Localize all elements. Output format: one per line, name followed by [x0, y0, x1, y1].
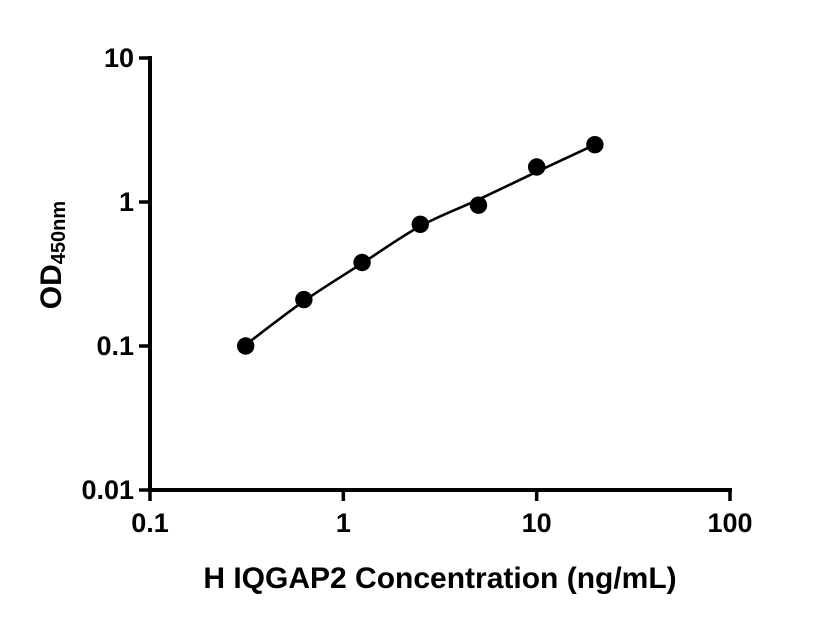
- x-tick-label: 100: [707, 508, 752, 538]
- data-point: [295, 290, 313, 309]
- y-axis-title: OD450nm: [32, 180, 72, 330]
- data-point: [527, 158, 546, 176]
- x-axis-title: H IQGAP2 Concentration (ng/mL): [203, 562, 677, 595]
- data-point: [469, 196, 488, 214]
- x-tick-label: 10: [522, 508, 552, 538]
- y-tick-label: 10: [104, 43, 134, 73]
- fit-curve: [244, 143, 596, 346]
- y-axis-title-main: OD: [35, 264, 68, 310]
- x-tick-label: 1: [336, 508, 351, 538]
- data-point: [586, 136, 604, 154]
- y-tick-label: 0.1: [96, 331, 134, 361]
- y-tick-label: 0.01: [81, 475, 134, 505]
- y-tick-label: 1: [119, 187, 134, 217]
- data-point: [236, 337, 255, 355]
- x-tick-label: 0.1: [131, 508, 169, 538]
- y-axis-title-sub: 450nm: [48, 200, 70, 265]
- data-point: [411, 215, 429, 234]
- data-point: [353, 253, 371, 272]
